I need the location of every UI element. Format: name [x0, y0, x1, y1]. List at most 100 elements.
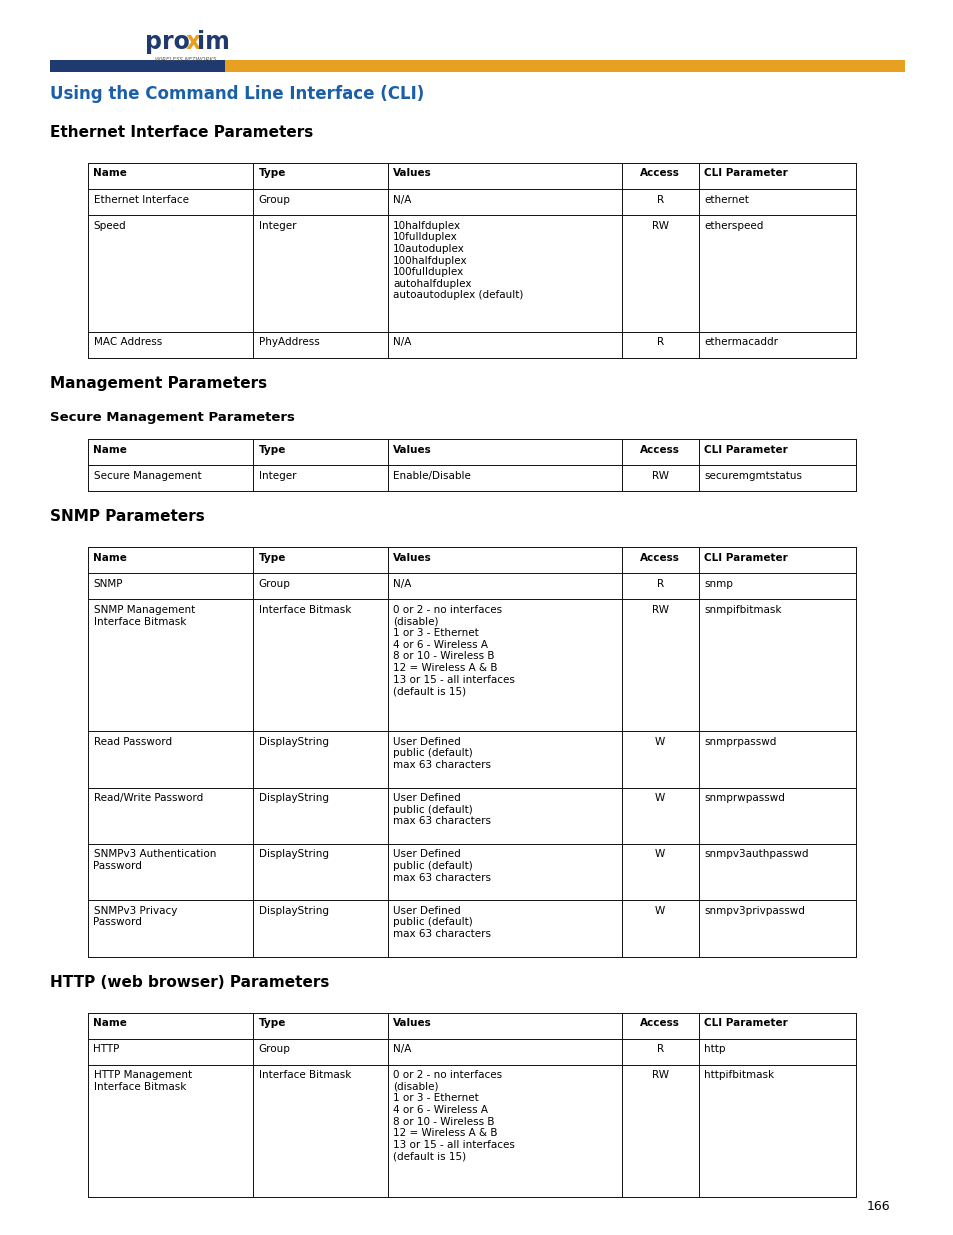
Text: Name: Name — [93, 1018, 128, 1028]
Text: snmpv3authpasswd: snmpv3authpasswd — [703, 850, 808, 860]
Text: Type: Type — [258, 168, 286, 179]
Bar — [621, 573, 698, 599]
Text: Type: Type — [258, 1018, 286, 1028]
Bar — [253, 1039, 387, 1065]
Bar — [621, 731, 698, 788]
Bar — [253, 332, 387, 358]
Bar — [387, 731, 621, 788]
Bar — [88, 332, 253, 358]
Bar — [621, 466, 698, 492]
Text: RW: RW — [651, 221, 668, 231]
Bar — [387, 1039, 621, 1065]
Text: Interface Bitmask: Interface Bitmask — [258, 1071, 351, 1081]
Text: N/A: N/A — [393, 337, 411, 347]
Text: Speed: Speed — [93, 221, 126, 231]
Bar — [88, 547, 253, 573]
Bar — [387, 332, 621, 358]
Bar — [88, 163, 253, 189]
Bar — [88, 1013, 855, 1197]
Text: CLI Parameter: CLI Parameter — [703, 1018, 787, 1028]
Bar — [387, 547, 621, 573]
Bar — [253, 163, 387, 189]
Text: snmpifbitmask: snmpifbitmask — [703, 605, 781, 615]
Bar — [88, 1065, 253, 1197]
Text: Type: Type — [258, 553, 286, 563]
Bar — [698, 189, 855, 215]
Bar — [621, 438, 698, 466]
Text: Name: Name — [93, 553, 128, 563]
Text: http: http — [703, 1044, 725, 1055]
Bar — [253, 215, 387, 332]
Text: W: W — [655, 793, 664, 803]
Text: Values: Values — [393, 168, 432, 179]
Text: HTTP Management
Interface Bitmask: HTTP Management Interface Bitmask — [93, 1071, 192, 1092]
Bar — [698, 599, 855, 731]
Bar — [387, 900, 621, 957]
Bar — [621, 599, 698, 731]
Bar — [698, 163, 855, 189]
Bar — [88, 573, 253, 599]
Text: 10halfduplex
10fullduplex
10autoduplex
100halfduplex
100fullduplex
autohalfduple: 10halfduplex 10fullduplex 10autoduplex 1… — [393, 221, 523, 300]
Text: Group: Group — [258, 1044, 291, 1055]
Text: Secure Management Parameters: Secure Management Parameters — [50, 411, 294, 424]
Text: Values: Values — [393, 553, 432, 563]
Bar — [88, 466, 253, 492]
Text: User Defined
public (default)
max 63 characters: User Defined public (default) max 63 cha… — [393, 905, 491, 939]
Text: R: R — [656, 579, 663, 589]
Bar — [621, 900, 698, 957]
Text: Access: Access — [639, 1018, 679, 1028]
Bar — [621, 788, 698, 844]
Text: im: im — [196, 30, 230, 54]
Bar — [88, 1039, 253, 1065]
Text: CLI Parameter: CLI Parameter — [703, 445, 787, 454]
Bar — [698, 1065, 855, 1197]
Bar — [698, 547, 855, 573]
Bar — [387, 1013, 621, 1039]
Text: Access: Access — [639, 445, 679, 454]
Bar — [88, 900, 253, 957]
Text: RW: RW — [651, 1071, 668, 1081]
Text: 166: 166 — [865, 1200, 889, 1213]
Bar — [698, 900, 855, 957]
Text: 0 or 2 - no interfaces
(disable)
1 or 3 - Ethernet
4 or 6 - Wireless A
8 or 10 -: 0 or 2 - no interfaces (disable) 1 or 3 … — [393, 1071, 515, 1161]
Bar — [253, 189, 387, 215]
Bar — [88, 844, 253, 900]
Bar — [253, 844, 387, 900]
Text: pro: pro — [145, 30, 190, 54]
Bar — [621, 215, 698, 332]
Bar — [698, 466, 855, 492]
Text: x: x — [185, 30, 200, 54]
Text: RW: RW — [651, 471, 668, 480]
Bar — [621, 332, 698, 358]
Bar — [698, 731, 855, 788]
Text: Read Password: Read Password — [93, 737, 172, 747]
Bar — [88, 189, 253, 215]
Text: User Defined
public (default)
max 63 characters: User Defined public (default) max 63 cha… — [393, 737, 491, 769]
Text: Integer: Integer — [258, 221, 295, 231]
Bar — [698, 573, 855, 599]
Text: DisplayString: DisplayString — [258, 850, 328, 860]
Text: Using the Command Line Interface (CLI): Using the Command Line Interface (CLI) — [50, 85, 424, 103]
Bar — [88, 1013, 253, 1039]
Text: W: W — [655, 737, 664, 747]
Bar — [253, 788, 387, 844]
Text: HTTP: HTTP — [93, 1044, 120, 1055]
Text: snmprpasswd: snmprpasswd — [703, 737, 776, 747]
Text: User Defined
public (default)
max 63 characters: User Defined public (default) max 63 cha… — [393, 850, 491, 883]
Text: Integer: Integer — [258, 471, 295, 480]
Text: DisplayString: DisplayString — [258, 793, 328, 803]
Bar — [88, 731, 253, 788]
Bar — [387, 573, 621, 599]
Text: Name: Name — [93, 168, 128, 179]
Text: 0 or 2 - no interfaces
(disable)
1 or 3 - Ethernet
4 or 6 - Wireless A
8 or 10 -: 0 or 2 - no interfaces (disable) 1 or 3 … — [393, 605, 515, 697]
Bar — [387, 844, 621, 900]
Bar — [621, 189, 698, 215]
Text: SNMP Management
Interface Bitmask: SNMP Management Interface Bitmask — [93, 605, 194, 626]
Bar — [253, 900, 387, 957]
Text: PhyAddress: PhyAddress — [258, 337, 319, 347]
Bar — [387, 466, 621, 492]
Text: Enable/Disable: Enable/Disable — [393, 471, 471, 480]
Text: R: R — [656, 195, 663, 205]
Text: N/A: N/A — [393, 1044, 411, 1055]
Text: RW: RW — [651, 605, 668, 615]
